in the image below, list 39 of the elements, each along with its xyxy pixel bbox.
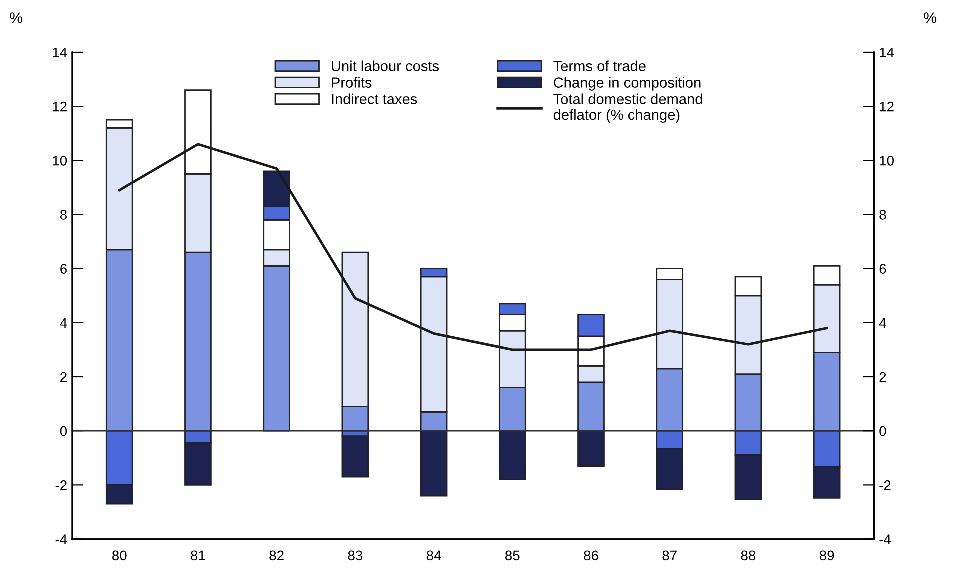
y-axis-title: % [10,12,23,24]
y2-tick-label: 8 [880,210,886,220]
y2-tick-label: 0 [880,426,886,436]
y-tick-label: 2 [60,372,67,382]
x-tick-label: 83 [348,550,363,561]
legend-label: Profits [332,77,372,88]
x-tick-label: 88 [741,550,756,561]
y-tick-label: 12 [53,102,67,112]
legend-label: Change in composition [554,77,701,91]
x-tick-label: 86 [584,550,598,561]
x-tick-label: 85 [506,550,520,561]
y-tick-label: -2 [56,480,67,490]
x-tick-label: 80 [112,550,127,561]
y2-tick-label: 6 [880,264,886,274]
y2-axis-title: % [924,12,937,24]
y2-tick-label: -4 [880,534,892,544]
legend-label: Total domestic demand deflator (% change) [554,94,702,124]
bar [342,436,370,478]
legend-label: Indirect taxes [332,94,418,104]
legend-label: Terms of trade [554,60,646,72]
y2-tick-label: 2 [880,372,886,382]
y-tick-label: 0 [60,426,68,436]
x-tick-label: 82 [270,550,284,561]
y2-tick-label: 12 [880,102,894,112]
y-tick-label: -4 [56,534,68,544]
x-tick-label: 87 [662,550,677,561]
y-tick-label: 8 [60,210,67,220]
y-tick-label: 10 [53,156,68,166]
x-tick-label: 81 [191,550,206,561]
x-tick-label: 89 [820,550,834,561]
y2-tick-label: 14 [880,48,894,58]
y-tick-label: 4 [60,318,68,328]
y-tick-label: 6 [60,264,67,274]
y2-tick-label: 10 [880,156,894,166]
legend-label: Unit labour costs [332,60,440,72]
x-tick-label: 84 [426,550,442,561]
y-tick-label: 14 [53,48,68,58]
y2-tick-label: -2 [880,480,891,490]
y2-tick-label: 4 [879,318,886,328]
